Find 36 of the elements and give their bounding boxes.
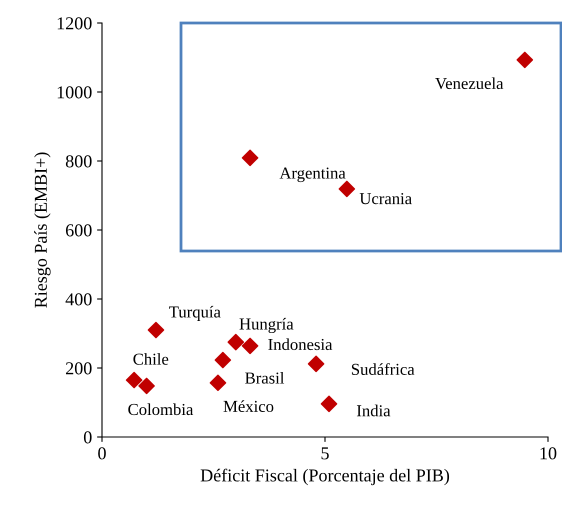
annotation: Argentina (280, 167, 346, 182)
point (228, 334, 244, 350)
annotation: México (224, 400, 274, 412)
point (210, 374, 226, 392)
point (126, 372, 142, 388)
point (242, 338, 258, 354)
y-tick-label: 1000 (58, 86, 92, 98)
y-tick-label: 600 (66, 224, 92, 236)
point (308, 356, 324, 372)
x-tick-label: 5 (322, 447, 329, 460)
point (148, 322, 164, 338)
point (214, 352, 232, 368)
y-tick-label: 1200 (58, 17, 92, 30)
y-tick-label: 400 (66, 293, 92, 306)
y-tick-label: 0 (84, 431, 92, 444)
x-tick-label: 10 (540, 447, 556, 460)
x-tick-label: 0 (98, 447, 106, 460)
annotation: Colombia (128, 403, 194, 416)
annotation: Brasil (245, 372, 284, 384)
point (242, 150, 258, 166)
annotation: Sudáfrica (352, 363, 414, 375)
y-tick-label: 800 (66, 155, 92, 168)
annotation: India (356, 404, 390, 416)
point (338, 180, 356, 198)
annotation: Turquía (169, 306, 221, 321)
y-axis-title: Riesgo País (EMBI+) (34, 152, 51, 308)
annotation: Venezuela (435, 77, 504, 90)
point (138, 378, 155, 394)
x-axis-title: Déficit Fiscal (Porcentaje del PIB) (200, 468, 450, 486)
annotation: Indonesia (268, 338, 332, 350)
point (516, 52, 534, 68)
annotation: Chile (133, 353, 168, 365)
annotation: Hungría (240, 318, 294, 334)
annotation: Ucrania (360, 193, 412, 204)
y-tick-label: 200 (66, 362, 92, 374)
point (320, 396, 338, 412)
